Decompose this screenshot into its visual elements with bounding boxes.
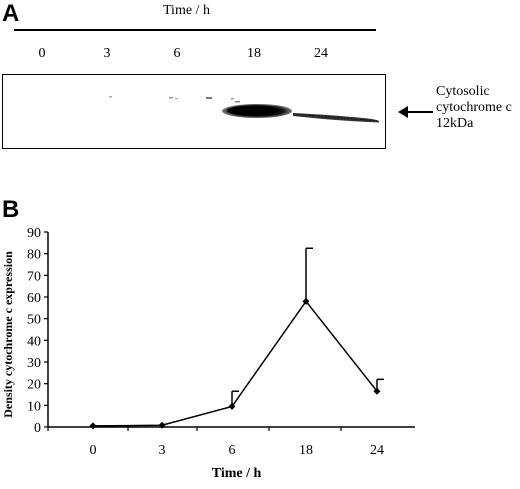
band-label-line-2: cytochrome c bbox=[436, 100, 512, 115]
data-point bbox=[158, 421, 166, 429]
blot-bands bbox=[109, 96, 380, 123]
band-label-line-1: Cytosolic bbox=[436, 84, 490, 99]
x-tick-label: 6 bbox=[229, 443, 236, 458]
panel-a-letter: A bbox=[2, 0, 20, 27]
y-tick-label: 70 bbox=[27, 269, 41, 284]
blot-speck bbox=[231, 98, 234, 100]
blot-time-title: Time / h bbox=[163, 3, 210, 18]
data-point bbox=[373, 387, 381, 395]
series-line bbox=[92, 300, 378, 427]
blot-speck bbox=[109, 96, 112, 98]
western-blot-image bbox=[2, 74, 386, 149]
x-tick-label: 3 bbox=[159, 443, 166, 458]
x-axis-label: Time / h bbox=[212, 466, 262, 481]
y-tick-label: 20 bbox=[27, 378, 41, 393]
x-tick-label: 24 bbox=[370, 443, 384, 458]
y-tick-label: 60 bbox=[27, 291, 41, 306]
y-tick-label: 0 bbox=[34, 421, 41, 436]
band-label: Cytosolic cytochrome c 12kDa bbox=[436, 84, 512, 132]
lane-label-0: 0 bbox=[38, 46, 46, 61]
data-point bbox=[228, 402, 236, 410]
y-tick-label: 50 bbox=[27, 313, 41, 328]
blot-band-18h-core bbox=[227, 105, 279, 116]
blot-title-rule bbox=[14, 29, 376, 31]
lane-label-24: 24 bbox=[314, 46, 328, 61]
y-axis-label: Density cytochrome c expression bbox=[1, 251, 15, 418]
band-arrow-icon bbox=[398, 106, 433, 118]
y-tick-label: 10 bbox=[27, 399, 41, 414]
blot-speck bbox=[206, 97, 212, 99]
panel-b-letter: B bbox=[2, 196, 20, 223]
x-tick-label: 0 bbox=[90, 443, 97, 458]
band-label-line-3: 12kDa bbox=[436, 116, 474, 131]
x-tick-label: 18 bbox=[299, 443, 313, 458]
data-points bbox=[89, 297, 381, 430]
blot-speck bbox=[169, 97, 173, 99]
lane-label-3: 3 bbox=[103, 46, 111, 61]
y-tick-label: 80 bbox=[27, 248, 41, 263]
y-axis-ticks: 0 10 20 30 40 50 60 70 80 90 bbox=[27, 226, 48, 436]
y-tick-label: 90 bbox=[27, 226, 41, 241]
data-point bbox=[302, 297, 310, 305]
y-tick-label: 30 bbox=[27, 356, 41, 371]
error-bars bbox=[231, 247, 384, 407]
data-point bbox=[89, 422, 97, 430]
y-tick-label: 40 bbox=[27, 334, 41, 349]
lane-label-18: 18 bbox=[247, 46, 261, 61]
blot-speck bbox=[175, 98, 178, 100]
lane-label-6: 6 bbox=[173, 46, 181, 61]
blot-speck bbox=[235, 101, 240, 103]
x-axis-ticks: 0 3 6 18 24 bbox=[47, 427, 384, 458]
